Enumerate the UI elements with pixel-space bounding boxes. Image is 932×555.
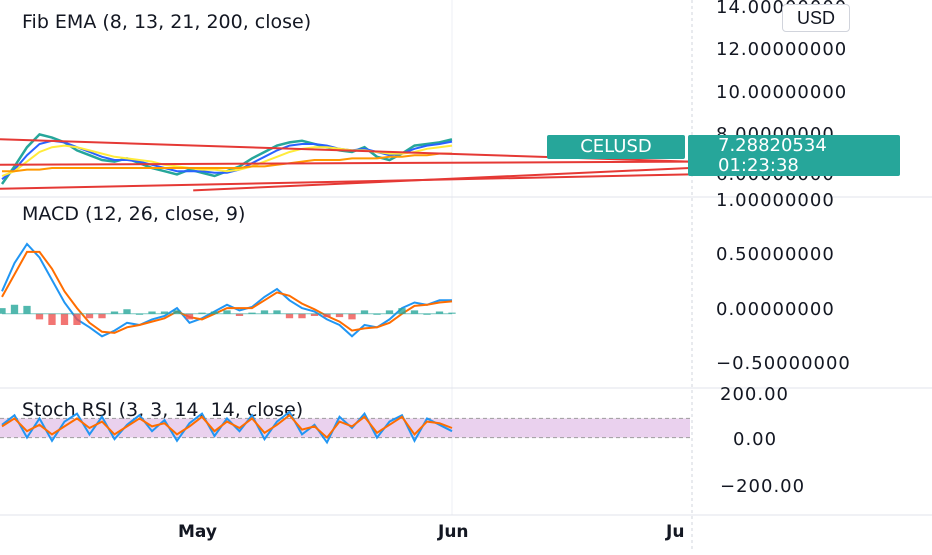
stoch-axis-tick: 200.00	[720, 384, 789, 405]
macd-axis-tick: 0.00000000	[716, 299, 835, 320]
stoch-axis-tick: 0.00	[733, 429, 777, 450]
macd-histogram-bar	[285, 313, 294, 319]
stoch-axis-tick: −200.00	[720, 476, 805, 497]
macd-histogram-bar	[110, 311, 119, 314]
macd-histogram-bar	[323, 313, 331, 318]
macd-histogram-bar	[185, 313, 194, 320]
macd-histogram-bar	[173, 310, 181, 314]
macd-histogram-bar	[160, 311, 169, 314]
macd-histogram-bar	[273, 310, 281, 314]
price-axis-tick: 12.00000000	[716, 39, 847, 60]
macd-histogram-bar	[398, 308, 406, 314]
macd-histogram-bar	[248, 312, 256, 314]
symbol-price-label: CELUSD	[547, 135, 685, 159]
macd-axis-tick: 0.50000000	[716, 244, 835, 265]
macd-histogram-bar	[98, 313, 106, 319]
price-series-ema-21	[1, 144, 453, 177]
macd-histogram-bar	[360, 310, 369, 314]
macd-histogram-bar	[123, 309, 131, 314]
time-axis-tick: Jun	[437, 522, 469, 542]
time-axis-tick: Ju	[665, 522, 684, 542]
price-axis-tick: 1.00000000	[716, 190, 835, 211]
macd-histogram-bar	[73, 313, 81, 325]
macd-histogram-bar	[348, 313, 356, 320]
last-price-value: 7.28820534	[718, 135, 827, 156]
macd-histogram-bar	[235, 313, 244, 316]
stoch-rsi-series-k	[1, 410, 453, 445]
macd-series-signal	[1, 250, 453, 334]
macd-series-macd	[1, 242, 452, 338]
price-series-ema-200	[2, 152, 452, 173]
macd-axis-tick: −0.50000000	[716, 353, 851, 374]
macd-histogram-bar	[385, 310, 394, 314]
chart-marks	[0, 133, 691, 445]
macd-histogram-bar	[198, 312, 206, 314]
stoch-rsi-pane-title[interactable]: Stoch RSI (3, 3, 14, 14, close)	[22, 399, 303, 421]
macd-histogram-bar	[23, 305, 31, 314]
macd-histogram-bar	[410, 310, 419, 314]
trendline	[0, 160, 691, 166]
stoch-rsi-series-d	[1, 413, 453, 440]
macd-histogram-bar	[85, 313, 94, 319]
macd-histogram-bar	[0, 308, 6, 314]
macd-histogram-bar	[310, 313, 319, 316]
macd-histogram-bar	[448, 312, 456, 314]
trendline	[193, 167, 691, 192]
macd-histogram-bar	[435, 311, 444, 314]
macd-histogram-bar	[48, 313, 56, 325]
currency-selector[interactable]: USD	[782, 4, 850, 32]
macd-histogram-bar	[335, 313, 344, 318]
macd-histogram-bar	[298, 313, 306, 319]
macd-histogram-bar	[35, 313, 44, 320]
macd-histogram-bar	[10, 304, 19, 314]
bar-countdown: 01:23:38	[718, 155, 799, 176]
time-axis-tick: May	[178, 522, 217, 542]
macd-pane-title[interactable]: MACD (12, 26, close, 9)	[22, 203, 245, 225]
macd-histogram-bar	[223, 310, 231, 314]
macd-histogram-bar	[260, 310, 269, 314]
last-price-label: 7.28820534 01:23:38	[688, 135, 900, 176]
macd-histogram-bar	[148, 311, 156, 314]
macd-histogram-bar	[210, 311, 219, 314]
price-pane-title[interactable]: Fib EMA (8, 13, 21, 200, close)	[22, 11, 311, 33]
price-axis-tick: 10.00000000	[716, 82, 847, 103]
trendline	[0, 173, 691, 190]
macd-histogram-bar	[60, 313, 69, 325]
